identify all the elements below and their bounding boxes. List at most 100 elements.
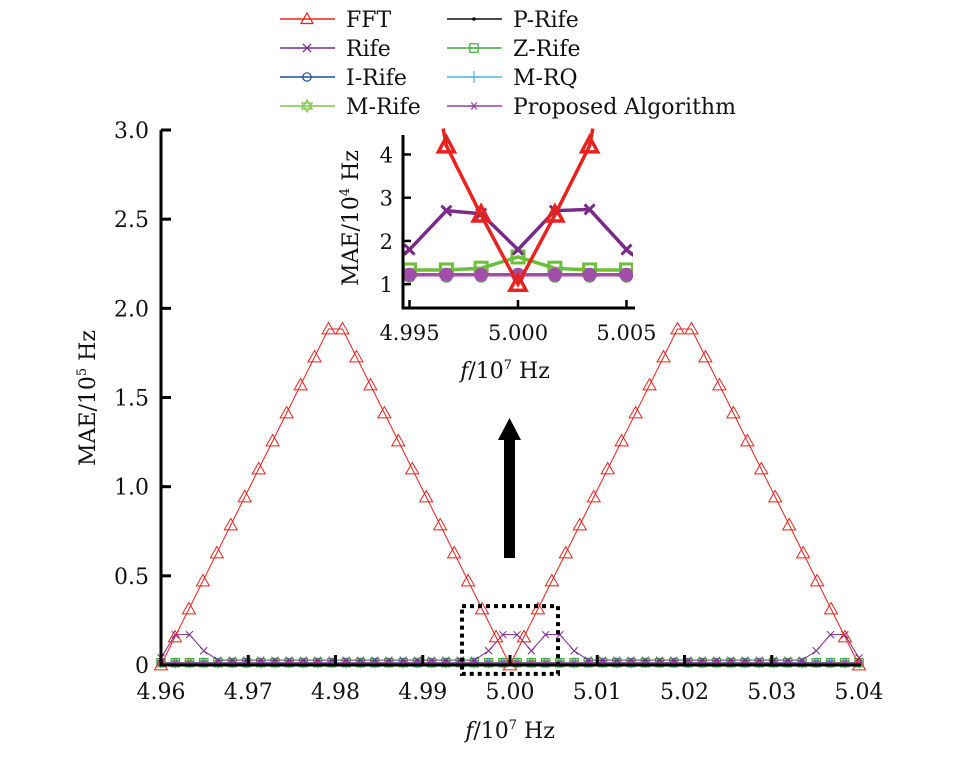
- inset-x-axis-title: f/107 Hz: [458, 358, 550, 384]
- data-point-rife: [812, 646, 821, 655]
- inset-data-point-fft: [578, 133, 601, 154]
- data-point-fft: [739, 433, 755, 447]
- data-point-fft: [418, 489, 434, 503]
- legend-marker-rife-icon: [302, 43, 312, 53]
- inset-data-point-proposed: [439, 267, 454, 282]
- legend-marker-i-rife-icon: [302, 72, 312, 82]
- inset-x-tick-label: 4.995: [379, 321, 439, 345]
- data-point-fft: [474, 601, 490, 615]
- x-tick-label: 4.96: [137, 680, 186, 705]
- data-point-rife: [598, 656, 607, 665]
- main-plot: 00.51.01.52.02.53.04.96 4.97 4.98 4.99 5.00 5…: [75, 119, 883, 744]
- data-point-fft: [237, 489, 253, 503]
- data-point-rife: [271, 656, 279, 665]
- data-point-fft: [795, 545, 811, 559]
- data-point-fft: [363, 377, 378, 391]
- data-point-fft: [488, 629, 504, 643]
- data-point-fft: [809, 573, 825, 587]
- data-point-fft: [586, 489, 602, 503]
- data-point-rife: [584, 656, 593, 665]
- y-tick-label: 2.5: [114, 208, 149, 233]
- legend-label: M-RQ: [513, 66, 578, 91]
- main-annotations: [460, 418, 560, 676]
- legend-marker-m-rq-icon: [468, 71, 480, 83]
- legend-label: P-Rife: [513, 8, 579, 33]
- data-point-rife: [513, 630, 521, 639]
- data-point-fft: [307, 349, 322, 363]
- data-point-rife: [641, 656, 650, 665]
- data-point-fft: [251, 461, 267, 475]
- data-point-fft: [321, 321, 336, 335]
- data-point-rife: [185, 630, 194, 639]
- y-tick-label: 1.0: [114, 476, 149, 501]
- data-point-rife: [527, 646, 536, 655]
- data-point-fft: [725, 405, 741, 419]
- legend-item-proposed-algorithm: Proposed Algorithm: [447, 95, 736, 120]
- y-tick-label: 0.5: [114, 565, 149, 590]
- y-tick-label: 2.0: [114, 297, 149, 322]
- data-point-fft: [390, 433, 406, 447]
- data-point-fft: [628, 405, 644, 419]
- legend-item-fft: FFT: [280, 8, 392, 33]
- legend-label: I-Rife: [346, 66, 407, 91]
- data-point-rife: [285, 656, 294, 665]
- legend-label: FFT: [346, 8, 392, 33]
- y-tick-label: 3.0: [114, 119, 149, 144]
- data-point-rife: [228, 656, 237, 665]
- data-point-fft: [195, 573, 211, 587]
- data-point-fft: [670, 321, 685, 335]
- data-point-fft: [516, 629, 532, 643]
- data-point-fft: [335, 321, 350, 335]
- data-point-fft: [712, 377, 727, 391]
- inset-data-point-rife: [620, 243, 633, 256]
- data-point-rife: [385, 656, 393, 665]
- data-point-rife: [199, 646, 208, 655]
- legend-marker-p-rife-icon: [472, 17, 476, 21]
- data-point-rife: [798, 656, 806, 665]
- legend-marker-m-rife-icon: [300, 98, 314, 114]
- data-point-rife: [470, 656, 479, 665]
- inset-data-point-rife: [511, 243, 525, 256]
- x-axis-title: f/107 Hz: [463, 718, 555, 744]
- inset-data-point-proposed: [619, 267, 633, 282]
- inset-data-point-rife: [440, 204, 453, 217]
- x-tick-label: 4.98: [311, 680, 360, 705]
- legend-label: Rife: [346, 37, 391, 62]
- inset-y-tick-label: 1: [380, 273, 393, 297]
- data-point-rife: [541, 630, 550, 639]
- y-tick-label: 1.5: [114, 387, 149, 412]
- data-point-fft: [698, 349, 713, 363]
- inset-data-point-proposed: [582, 267, 597, 282]
- data-point-rife: [698, 656, 707, 665]
- data-point-fft: [767, 489, 783, 503]
- data-point-rife: [399, 656, 408, 665]
- inset-data-point-proposed: [474, 267, 489, 282]
- main-axes: 00.51.01.52.02.53.04.96 4.97 4.98 4.99 5.00 5…: [75, 119, 883, 744]
- inset-y-tick-label: 2: [380, 230, 393, 254]
- data-point-fft: [265, 433, 281, 447]
- data-point-rife: [755, 656, 764, 665]
- x-tick-label: 5.00: [486, 680, 535, 705]
- legend-marker-z-rife-icon: [469, 43, 479, 53]
- zoom-arrow-icon: [498, 418, 521, 558]
- inset-x-tick-label: 5.005: [596, 321, 656, 345]
- legend-item-p-rife: P-Rife: [447, 8, 579, 33]
- x-tick-label: 5.02: [660, 680, 709, 705]
- data-point-fft: [404, 461, 420, 475]
- legend: FFT Rife I-Rife M-Rife P-Rife Z-Rife M-RQ Propo…: [280, 8, 736, 120]
- inset-data-point-proposed: [403, 267, 417, 282]
- inset-plot: 1 2 3 4 4.995 5.000 5.005 f/107 Hz MAE/104 Hz: [338, 128, 657, 384]
- inset-data-point-rife: [403, 243, 416, 256]
- legend-item-z-rife: Z-Rife: [447, 37, 580, 62]
- inset-data-point-fft: [543, 202, 566, 223]
- data-point-rife: [299, 656, 308, 665]
- data-point-fft: [530, 601, 546, 615]
- data-point-rife: [313, 656, 322, 665]
- legend-label: Proposed Algorithm: [513, 95, 736, 120]
- data-point-rife: [726, 656, 735, 665]
- legend-item-i-rife: I-Rife: [280, 66, 407, 91]
- data-point-fft: [293, 377, 308, 391]
- inset-y-tick-label: 4: [380, 143, 393, 167]
- data-point-fft: [349, 349, 364, 363]
